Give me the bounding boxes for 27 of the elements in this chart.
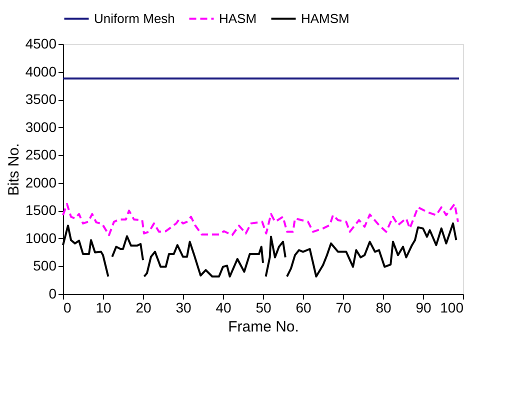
y-axis-title: Bits No. [5,143,22,196]
legend-label: Uniform Mesh [94,10,175,26]
x-tick-label: 60 [296,300,312,316]
x-tick-label: 100 [440,300,464,316]
legend-label: HAMSM [301,10,350,26]
x-tick-label: 70 [336,300,352,316]
x-tick-label: 40 [216,300,232,316]
y-tick-label: 3000 [25,118,57,135]
legend-label: HASM [219,10,257,26]
line-series [62,203,459,236]
x-tick-label: 90 [416,300,432,316]
y-tick-label: 500 [33,258,57,274]
y-tick-label: 1500 [25,202,57,218]
y-tick-label: 4000 [25,63,57,80]
x-tick-label: 0 [64,300,72,316]
y-tick-label: 3500 [25,91,57,108]
y-tick-label: 0 [48,286,57,302]
y-tick-label: 4500 [25,36,57,52]
x-tick-label: 30 [176,300,192,316]
x-tick-label: 20 [136,300,152,316]
y-tick-label: 1000 [25,230,57,246]
x-tick-label: 50 [256,300,272,316]
x-tick-label: 80 [376,300,392,316]
x-axis-title: Frame No. [228,318,299,336]
x-tick-label: 10 [96,300,112,316]
y-tick-label: 2500 [25,146,57,163]
y-tick-label: 2000 [25,174,57,190]
